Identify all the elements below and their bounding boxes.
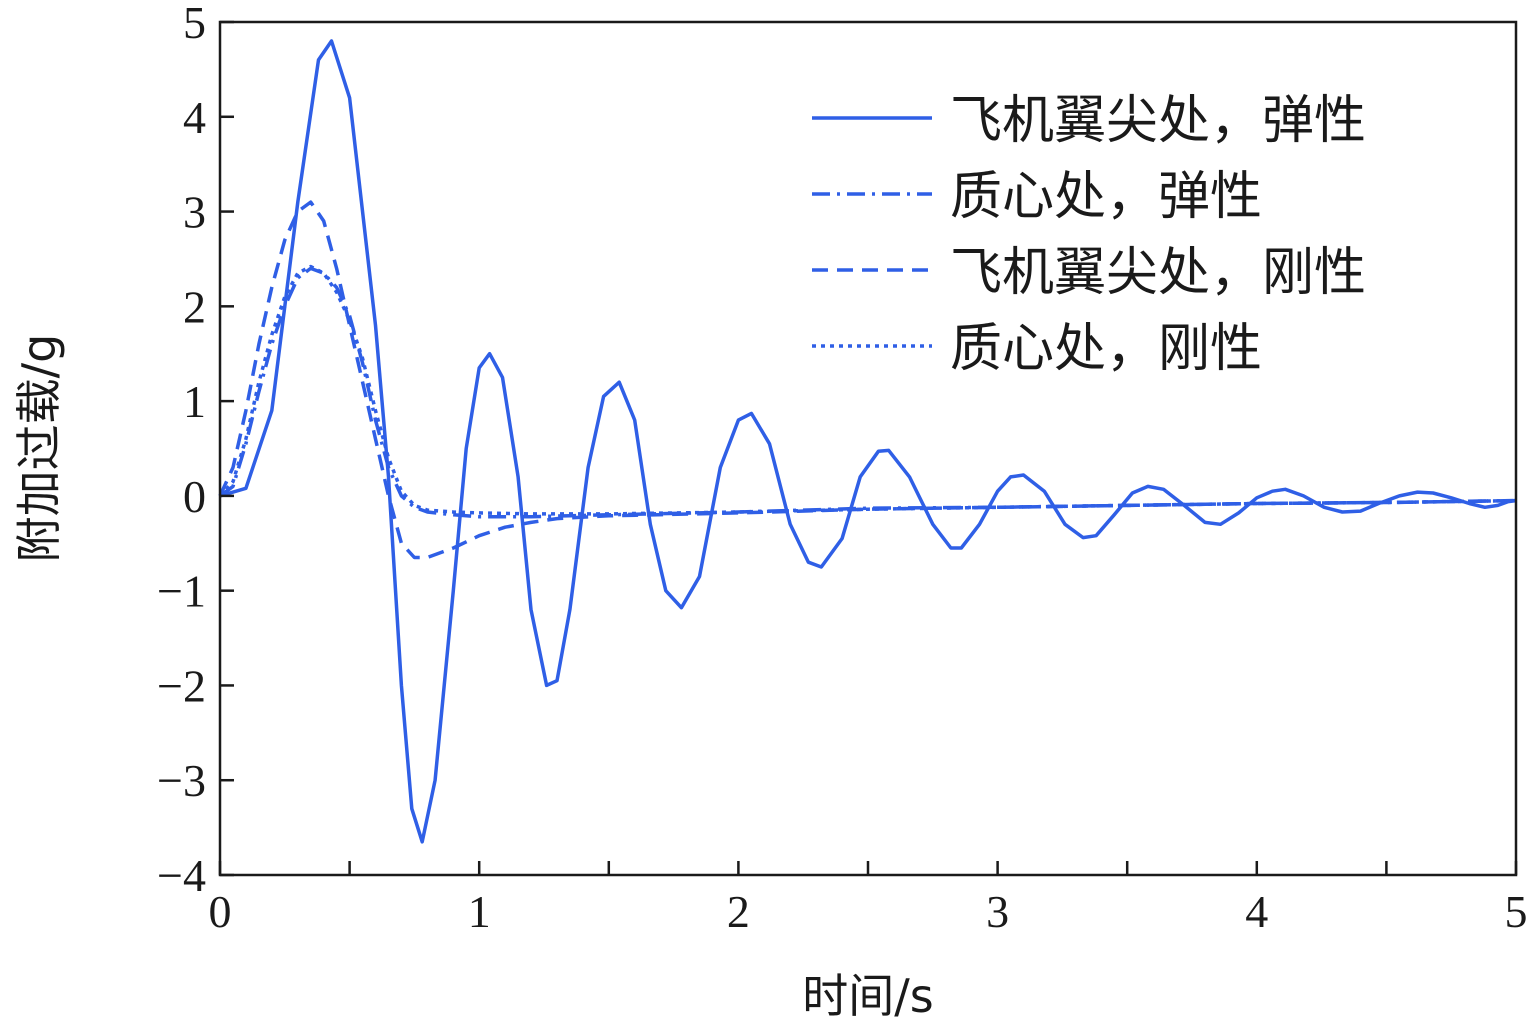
- x-tick-label: 4: [1245, 886, 1268, 937]
- series-line-4: [218, 264, 1517, 516]
- y-tick-label: −3: [157, 755, 206, 806]
- x-tick-label: 1: [468, 886, 491, 937]
- legend-label-3: 飞机翼尖处，刚性: [950, 243, 1366, 303]
- y-axis-label: 附加过载/g: [12, 334, 66, 563]
- y-tick-label: 2: [183, 281, 206, 332]
- series-layer: [218, 39, 1517, 844]
- y-tick-label: 3: [183, 187, 206, 238]
- ticks-layer: 0 1 2 3 4 5 −4 −3 −2 −1 0 1 2 3 4 5: [157, 0, 1527, 937]
- y-tick-label: −4: [157, 850, 206, 901]
- x-axis-label: 时间/s: [802, 969, 933, 1022]
- legend-label-4: 质心处，刚性: [950, 319, 1262, 379]
- y-tick-label: −1: [157, 566, 206, 617]
- legend-label-1: 飞机翼尖处，弹性: [950, 91, 1366, 151]
- series-line-3: [218, 200, 1517, 560]
- y-tick-label: 4: [183, 92, 206, 143]
- x-tick-label: 2: [727, 886, 750, 937]
- y-tick-label: −2: [157, 660, 206, 711]
- series-line-2: [218, 266, 1517, 519]
- y-tick-label: 5: [183, 0, 206, 48]
- x-tick-label: 0: [209, 886, 232, 937]
- legend-label-2: 质心处，弹性: [950, 167, 1262, 227]
- x-tick-label: 3: [986, 886, 1009, 937]
- y-tick-label: 1: [183, 376, 206, 427]
- x-tick-label: 5: [1505, 886, 1528, 937]
- y-tick-label: 0: [183, 471, 206, 522]
- series-line-1: [219, 39, 1517, 844]
